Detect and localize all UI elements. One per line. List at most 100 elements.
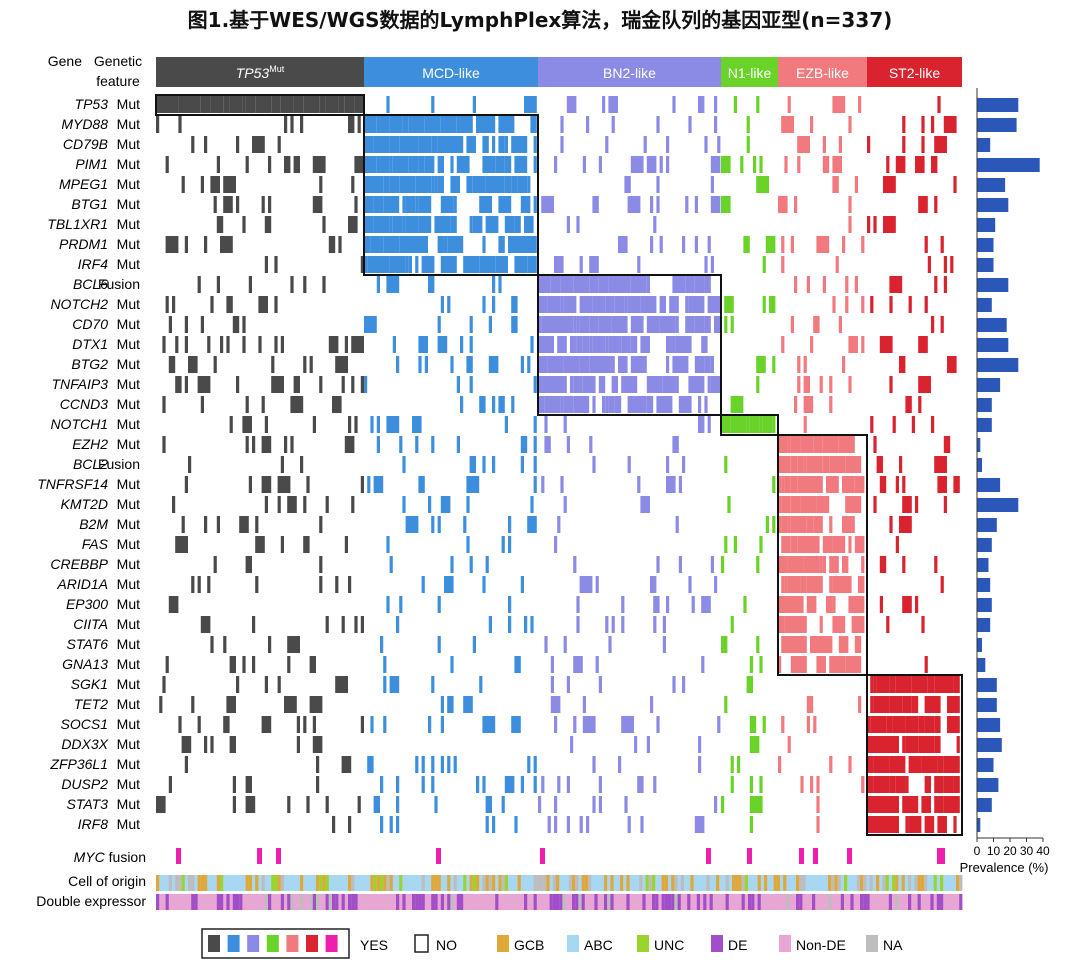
gene-label: CREBBP [50,556,108,572]
mutation-cell [277,496,281,513]
cell-of-origin-cell [783,875,787,891]
mutation-cell [867,216,871,233]
mutation-cell [714,576,718,593]
mutation-cell [953,676,960,693]
mutation-cell [466,176,473,193]
mutation-cell [879,476,887,493]
subtype-label-bn2: BN2-like [603,65,656,81]
mutation-cell [721,636,728,653]
mutation-cell [277,476,291,493]
mutation-cell [605,296,615,313]
mutation-cell [797,136,810,153]
mutation-cell [469,556,473,573]
mutation-cell [520,776,524,793]
mutation-cell [721,156,731,173]
mutation-cell [287,796,291,813]
mutation-cell [806,596,817,613]
cell-of-origin-cell [776,875,780,891]
mutation-cell [242,316,246,333]
mutation-cell [261,716,272,733]
mutation-cell [573,716,577,733]
mutation-cell [312,416,316,433]
cell-of-origin-cell [584,875,588,891]
mutation-cell [271,356,275,373]
mutation-cell [335,576,339,593]
mutation-cell [730,316,734,333]
mutation-cell [440,196,454,213]
gene-label: MPEG1 [59,176,108,192]
cell-of-origin-cell [277,875,281,891]
mutation-cell [759,156,763,173]
mutation-cell [533,756,537,773]
mutation-cell [879,596,883,613]
feature-label: Mut [117,196,140,212]
mutation-cell [637,256,641,273]
mutation-cell [653,776,657,793]
mutation-cell [428,196,432,213]
subtype-box-mcd [363,114,539,276]
mutation-cell [210,176,220,193]
mutation-cell [544,416,548,433]
mutation-cell [469,456,476,473]
mutation-cell [892,716,906,733]
feature-label: Mut [117,576,140,592]
feature-label: Mut [117,176,140,192]
mutation-cell [845,276,849,293]
mutation-cell [640,816,644,833]
cell-of-origin-cell [604,875,608,891]
mutation-cell [659,296,666,313]
mutation-cell [842,516,852,533]
mutation-cell [803,396,814,413]
cell-of-origin-cell [389,875,393,891]
mutation-cell [943,776,954,793]
myc-fusion-mark [847,848,852,864]
mutation-cell [360,616,364,633]
mutation-cell [348,216,358,233]
mutation-cell [924,816,935,833]
prevalence-bar [977,298,992,312]
myc-fusion-mark [813,848,818,864]
mutation-cell [803,456,807,473]
mutation-cell [184,236,188,253]
mutation-cell [794,616,807,633]
mutation-cell [550,276,561,293]
double-expressor-cell [533,894,537,910]
mutation-cell [794,596,804,613]
mutation-cell [178,716,182,733]
mutation-cell [204,736,208,753]
mutation-cell [759,776,763,793]
double-expressor-cell [860,894,864,910]
mutation-cell [165,296,169,313]
mutation-cell [463,516,467,533]
mutation-cell [822,156,830,173]
mutation-cell [848,116,852,133]
mutation-cell [284,156,291,173]
double-expressor-cell [216,894,220,910]
cell-of-origin-cell [610,875,614,891]
mutation-cell [637,776,644,793]
mutation-cell [813,716,817,733]
mutation-cell [482,456,486,473]
mutation-cell [527,516,537,533]
prevalence-tick-label: 20 [1003,844,1017,858]
mutation-cell [541,196,554,213]
mutation-cell [172,96,179,113]
double-expressor-cell [264,894,268,910]
mutation-cell [931,316,935,333]
mutation-cell [566,816,570,833]
mutation-cell [255,576,259,593]
mutation-cell [787,516,791,533]
mutation-cell [447,696,454,713]
myc-fusion-mark [540,848,545,864]
mutation-cell [415,256,419,273]
mutation-cell [421,256,435,273]
prevalence-bar [977,718,1001,732]
mutation-cell [781,256,785,273]
double-expressor-cell [232,894,236,910]
mutation-cell [598,776,602,793]
mutation-cell [724,316,728,333]
mutation-cell [309,356,313,373]
mutation-cell [284,436,288,453]
double-expressor-cell [664,894,668,910]
cell-of-origin-cell [472,875,476,891]
